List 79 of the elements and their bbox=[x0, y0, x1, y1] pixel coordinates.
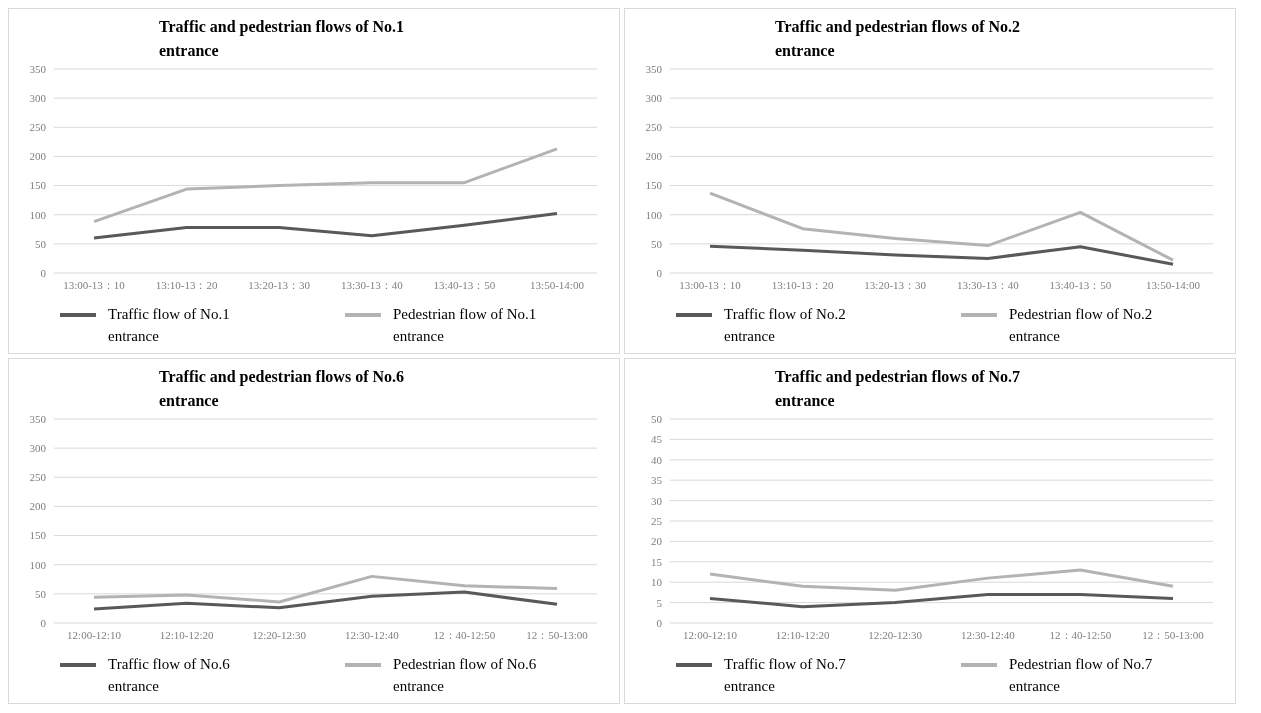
y-tick-label: 50 bbox=[35, 237, 47, 250]
x-tick-label: 13:50-14:00 bbox=[530, 278, 585, 291]
y-tick-label: 45 bbox=[651, 433, 663, 446]
y-tick-label: 0 bbox=[656, 266, 663, 279]
line-series bbox=[92, 212, 559, 240]
x-tick-label: 13:00-13：10 bbox=[63, 278, 126, 291]
x-tick-label: 12:00-12:10 bbox=[683, 628, 738, 641]
line-series bbox=[92, 574, 559, 604]
x-tick-label: 12:10-12:20 bbox=[775, 628, 830, 641]
y-tick-label: 200 bbox=[645, 150, 663, 163]
y-tick-label: 250 bbox=[29, 471, 47, 484]
y-tick-label: 35 bbox=[651, 474, 663, 487]
y-tick-label: 150 bbox=[29, 179, 47, 192]
legend-label: Pedestrian flow of No.1 entrance bbox=[393, 305, 538, 346]
chart-title: Traffic and pedestrian flows of No.7 entrance bbox=[775, 367, 1022, 411]
y-tick-label: 0 bbox=[40, 266, 47, 279]
line-series bbox=[92, 147, 559, 224]
y-tick-label: 40 bbox=[651, 453, 663, 466]
x-tick-label: 12:00-12:10 bbox=[67, 628, 122, 641]
y-tick-label: 350 bbox=[29, 412, 47, 425]
x-tick-label: 13:20-13：30 bbox=[864, 278, 927, 291]
y-tick-label: 150 bbox=[29, 529, 47, 542]
y-tick-label: 300 bbox=[29, 92, 47, 105]
x-tick-label: 13:10-13：20 bbox=[155, 278, 218, 291]
y-tick-label: 0 bbox=[656, 616, 663, 629]
y-tick-label: 50 bbox=[651, 237, 663, 250]
x-tick-label: 13:20-13：30 bbox=[248, 278, 311, 291]
y-tick-label: 25 bbox=[651, 514, 663, 527]
x-tick-label: 12:30-12:40 bbox=[960, 628, 1016, 641]
y-tick-label: 300 bbox=[645, 92, 663, 105]
legend-label: Pedestrian flow of No.6 entrance bbox=[393, 655, 538, 696]
x-tick-label: 13:50-14:00 bbox=[1146, 278, 1201, 291]
y-tick-label: 5 bbox=[656, 596, 663, 609]
legend-label: Pedestrian flow of No.7 entrance bbox=[1009, 655, 1154, 696]
y-tick-label: 30 bbox=[651, 494, 663, 507]
y-tick-label: 200 bbox=[29, 150, 47, 163]
y-tick-label: 100 bbox=[645, 208, 663, 221]
legend-label: Traffic flow of No.1 entrance bbox=[108, 305, 231, 346]
x-tick-label: 13:40-13：50 bbox=[1049, 278, 1112, 291]
legend-label: Traffic flow of No.7 entrance bbox=[724, 655, 847, 696]
x-tick-label: 12:20-12:30 bbox=[868, 628, 923, 641]
x-tick-label: 12:30-12:40 bbox=[344, 628, 400, 641]
x-tick-label: 13:40-13：50 bbox=[433, 278, 496, 291]
y-tick-label: 250 bbox=[29, 121, 47, 134]
x-tick-label: 12：50-13:00 bbox=[1142, 628, 1205, 641]
line-series bbox=[708, 592, 1175, 609]
y-tick-label: 100 bbox=[29, 208, 47, 221]
x-tick-label: 13:10-13：20 bbox=[771, 278, 834, 291]
y-tick-label: 300 bbox=[29, 442, 47, 455]
x-tick-label: 12：40-12:50 bbox=[433, 628, 496, 641]
x-tick-label: 13:30-13：40 bbox=[340, 278, 404, 291]
y-tick-label: 100 bbox=[29, 558, 47, 571]
line-series bbox=[708, 244, 1175, 266]
y-tick-label: 10 bbox=[651, 576, 663, 589]
line-series bbox=[708, 191, 1175, 262]
y-tick-label: 350 bbox=[29, 62, 47, 75]
y-tick-label: 250 bbox=[645, 121, 663, 134]
x-tick-label: 12：50-13:00 bbox=[526, 628, 589, 641]
y-tick-label: 50 bbox=[651, 412, 663, 425]
chart-title: Traffic and pedestrian flows of No.1 entrance bbox=[159, 17, 406, 61]
y-tick-label: 200 bbox=[29, 500, 47, 513]
x-tick-label: 12:10-12:20 bbox=[159, 628, 214, 641]
y-tick-label: 350 bbox=[645, 62, 663, 75]
y-tick-label: 15 bbox=[651, 555, 663, 568]
x-tick-label: 12:20-12:30 bbox=[252, 628, 307, 641]
legend-label: Traffic flow of No.6 entrance bbox=[108, 655, 231, 696]
y-tick-label: 50 bbox=[35, 587, 47, 600]
line-series bbox=[92, 590, 559, 611]
y-tick-label: 0 bbox=[40, 616, 47, 629]
chart-title: Traffic and pedestrian flows of No.6 entrance bbox=[159, 367, 406, 411]
line-series bbox=[708, 568, 1175, 592]
x-tick-label: 13:30-13：40 bbox=[956, 278, 1020, 291]
chart-title: Traffic and pedestrian flows of No.2 entrance bbox=[775, 17, 1022, 61]
x-tick-label: 12：40-12:50 bbox=[1049, 628, 1112, 641]
x-tick-label: 13:00-13：10 bbox=[679, 278, 742, 291]
legend-label: Pedestrian flow of No.2 entrance bbox=[1009, 305, 1154, 346]
y-tick-label: 150 bbox=[645, 179, 663, 192]
legend-label: Traffic flow of No.2 entrance bbox=[724, 305, 847, 346]
y-tick-label: 20 bbox=[651, 535, 663, 548]
